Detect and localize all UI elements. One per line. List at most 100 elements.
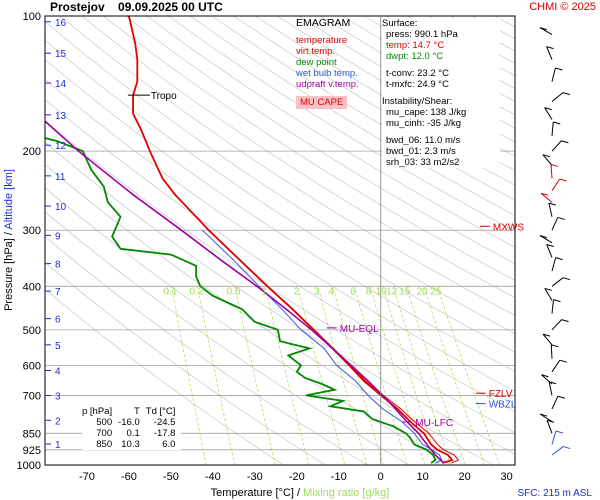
- wind-barb: [539, 235, 553, 244]
- altitude-tick-label: 11: [55, 172, 66, 183]
- wind-barb-flag: [553, 299, 561, 303]
- wind-barb-staff: [551, 277, 564, 287]
- wind-barb-flag: [548, 381, 557, 385]
- altitude-tick-label: 1: [55, 440, 61, 451]
- wind-barb-flag: [555, 430, 563, 434]
- wind-barb-flag: [561, 140, 569, 144]
- dry-adiabat: [103, 16, 515, 281]
- mixing-ratio-label: 10: [376, 286, 388, 297]
- wind-barb-flag: [541, 374, 549, 378]
- wind-barb: [551, 277, 571, 287]
- temperature-tick-label: 0: [378, 471, 384, 483]
- pressure-tick-label: 850: [23, 428, 41, 440]
- surface-dwpt: dwpt: 12.0 °C: [386, 51, 444, 62]
- level-table: p [hPa] T Td [°C] 500 -16.0 -24.5 700 0.…: [82, 406, 182, 450]
- wind-barb: [550, 344, 559, 359]
- mixing-ratio-line: [297, 286, 346, 465]
- wind-barb: [540, 192, 553, 203]
- chart-title: Prostejov 09.09.2025 00 UTC: [50, 0, 223, 14]
- wind-barb-flag: [551, 344, 559, 348]
- annotation-tropo: Tropo: [151, 91, 177, 102]
- level-table-row: 700 0.1 -17.8: [82, 428, 181, 439]
- instability-title: Instability/Shear:: [382, 96, 453, 107]
- bwd-06-value: bwd_06: 11.0 m/s: [386, 135, 461, 146]
- credit-text: CHMI © 2025: [529, 1, 596, 13]
- wind-barb-staff: [539, 413, 553, 422]
- wind-barb-staff: [551, 446, 564, 456]
- temperature-tick-label: -70: [79, 471, 95, 483]
- altitude-tick-label: 7: [55, 287, 61, 298]
- wind-barb-flag: [559, 178, 567, 182]
- temperature-tick-label: -50: [163, 471, 179, 483]
- pressure-tick-label: 700: [23, 390, 41, 402]
- mixing-ratio-label: 4: [329, 286, 335, 297]
- dry-adiabat: [559, 16, 600, 465]
- level-table-cell: -16.0: [118, 417, 140, 428]
- x-axis-title-separator: /: [294, 487, 303, 499]
- wind-barb-staff: [551, 67, 556, 82]
- wind-barb-flag: [555, 257, 563, 261]
- mixing-ratio-label: 12: [386, 286, 398, 297]
- wind-barb-staff: [546, 420, 553, 434]
- wind-barb-flag: [546, 46, 554, 50]
- wind-barb-staff: [546, 46, 553, 60]
- legend-item-dew-point: dew point: [296, 57, 337, 68]
- dry-adiabat: [59, 16, 515, 316]
- wind-barb-staff: [551, 299, 554, 314]
- annotation-mu-eql: MU-EQL: [340, 324, 379, 335]
- wind-barb-staff: [551, 319, 562, 331]
- wind-barb-flag: [544, 107, 552, 111]
- x-axis-title: Temperature [°C] / Mixing ratio [g/kg]: [211, 487, 390, 499]
- wind-barb: [548, 381, 557, 396]
- dry-adiabat: [45, 120, 515, 434]
- sounding-datetime: 09.09.2025 00 UTC: [118, 0, 223, 14]
- wind-barb-staff: [551, 396, 559, 410]
- wind-barb-staff: [542, 154, 553, 166]
- wind-barb-staff: [551, 140, 562, 152]
- wind-barb-staff: [551, 178, 561, 192]
- wind-barb-staff: [550, 164, 553, 179]
- level-table-cell: 850: [96, 439, 113, 450]
- surface-temp: temp: 14.7 °C: [386, 40, 445, 51]
- wind-barb: [542, 154, 553, 166]
- series-virt-temp-: [128, 16, 460, 464]
- bwd-01-value: bwd_01: 2.3 m/s: [386, 146, 456, 157]
- wind-barb-staff: [551, 92, 564, 102]
- wind-barb-flag: [555, 67, 563, 71]
- temperature-tick-label: 30: [500, 471, 512, 483]
- wind-barb: [551, 359, 567, 373]
- level-table-cell: 500: [96, 417, 113, 428]
- mixing-ratio-label: 1: [261, 286, 267, 297]
- series-udpraft-v-temp-: [45, 120, 445, 464]
- temperature-tick-label: 20: [459, 471, 471, 483]
- level-table-header-cell: p [hPa]: [82, 406, 113, 417]
- wind-barb-staff: [550, 344, 553, 359]
- level-table-header: p [hPa] T Td [°C]: [82, 406, 181, 417]
- wind-barb-flag: [539, 413, 548, 417]
- altitude-tick-label: 3: [55, 391, 61, 402]
- wind-barb: [551, 67, 563, 82]
- wind-barb-flag: [557, 216, 565, 220]
- surface-tconv: t-conv: 23.2 °C: [386, 68, 449, 79]
- wind-barb: [539, 413, 553, 422]
- dry-adiabat: [81, 16, 515, 299]
- dry-adiabat: [45, 78, 515, 392]
- legend-item-virtual-temperature: virt.temp.: [296, 46, 336, 57]
- wind-barb: [548, 202, 556, 217]
- wind-barb: [551, 319, 569, 331]
- annotation-mxws: MXWS: [493, 222, 524, 233]
- legend: EMAGRAM temperature virt.temp. dew point…: [296, 18, 378, 109]
- wind-barb-flag: [562, 92, 571, 96]
- wind-barb-flag: [546, 419, 555, 423]
- legend-item-updraft: udpraft v.temp.: [296, 79, 359, 90]
- wind-barb: [546, 419, 555, 434]
- plot-frame: [44, 15, 516, 466]
- wind-barb: [551, 92, 571, 102]
- wind-barb-staff: [542, 333, 553, 346]
- mixing-ratio-label: 0.2: [190, 286, 204, 297]
- wind-barb: [551, 395, 566, 410]
- temperature-tick-label: -30: [247, 471, 263, 483]
- mixing-ratio-label: 0.1: [163, 286, 177, 297]
- level-table-cell: 10.3: [121, 439, 140, 450]
- dry-adiabat: [538, 16, 600, 465]
